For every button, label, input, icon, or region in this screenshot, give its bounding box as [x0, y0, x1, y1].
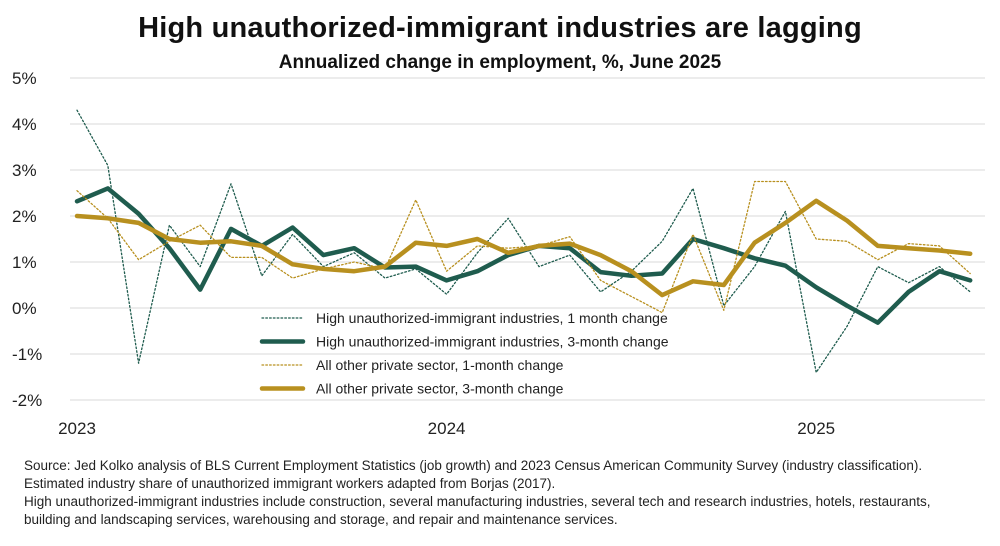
y-tick-label: 0%: [12, 299, 37, 318]
source-line-2: Estimated industry share of unauthorized…: [24, 476, 556, 491]
y-tick-label: 2%: [12, 207, 37, 226]
legend-label-2: High unauthorized-immigrant industries, …: [316, 334, 669, 350]
y-tick-label: 1%: [12, 253, 37, 272]
source-line-4: building and landscaping services, wareh…: [24, 512, 618, 527]
legend-label-1: High unauthorized-immigrant industries, …: [316, 310, 668, 326]
x-tick-label: 2023: [58, 419, 96, 438]
source-note: Source: Jed Kolko analysis of BLS Curren…: [24, 457, 989, 529]
y-tick-label: -2%: [12, 391, 42, 410]
legend-label-3: All other private sector, 1-month change: [316, 357, 564, 373]
x-tick-label: 2025: [797, 419, 835, 438]
chart-subtitle: Annualized change in employment, %, June…: [278, 52, 722, 73]
source-line-1: Source: Jed Kolko analysis of BLS Curren…: [24, 458, 923, 473]
series-line-4: [74, 198, 973, 298]
source-line-3: High unauthorized-immigrant industries i…: [24, 494, 931, 509]
series-line-1: [76, 109, 971, 374]
legend-label-4: All other private sector, 3-month change: [316, 381, 564, 397]
series-line-2: [74, 186, 973, 325]
y-tick-label: 4%: [12, 115, 37, 134]
y-tick-label: -1%: [12, 345, 42, 364]
y-tick-label: 3%: [12, 161, 37, 180]
chart-title: High unauthorized-immigrant industries a…: [138, 12, 862, 44]
y-tick-label: 5%: [12, 69, 37, 88]
x-tick-label: 2024: [428, 419, 466, 438]
